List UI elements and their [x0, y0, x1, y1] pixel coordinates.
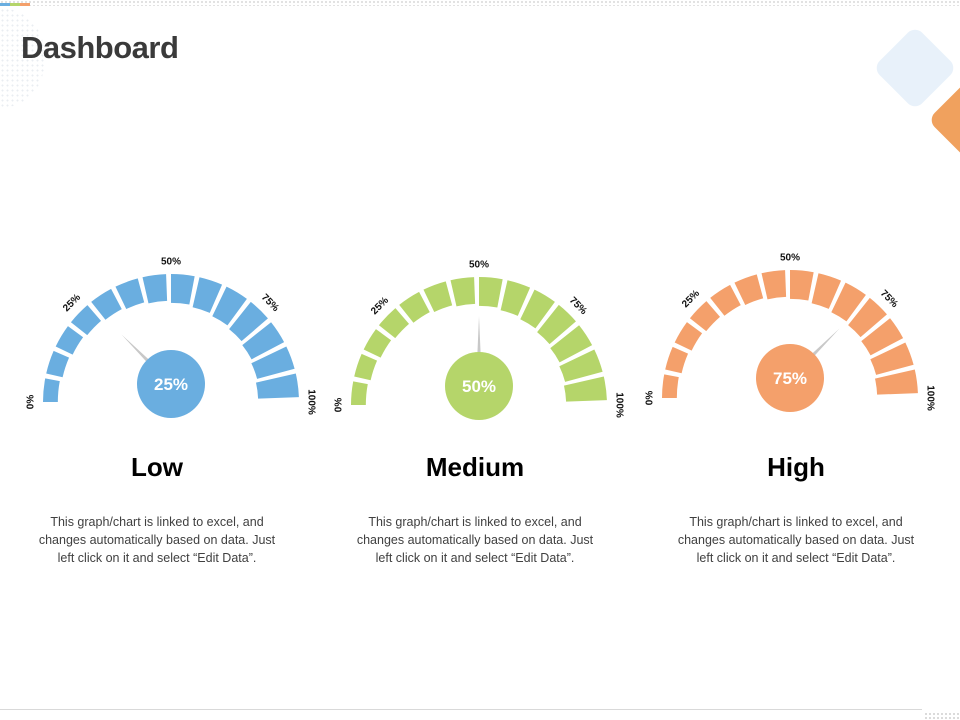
gauge-high-tick-label: 25%	[680, 288, 702, 310]
gauge-high-segment	[861, 318, 904, 356]
gauge-medium-segment	[520, 289, 555, 329]
gauge-low-segment	[70, 305, 102, 336]
gauge-low-segment	[192, 277, 223, 313]
gauge-high-tick-label: 50%	[780, 253, 800, 264]
gauge-medium-value-label: 50%	[462, 377, 496, 396]
gauge-low-segment	[212, 286, 247, 326]
level-label-medium: Medium	[425, 452, 525, 482]
gauge-medium-segment	[363, 329, 392, 358]
gauge-low-segment	[255, 373, 299, 399]
gauge-medium-segment	[351, 381, 368, 405]
gauge-medium-segment	[479, 277, 503, 308]
gauge-high-segment	[710, 284, 741, 316]
gauge-low-center	[137, 350, 205, 418]
description-low: This graph/chart is linked to excel, and…	[38, 515, 276, 565]
gauge-high-tick-label: 75%	[878, 288, 900, 310]
gauge-low-segment	[229, 301, 268, 342]
gauge-medium-segment	[563, 376, 607, 402]
level-label-high: High	[767, 452, 825, 482]
gauge-high-segment	[870, 342, 914, 375]
gauge-medium-segment	[559, 349, 603, 382]
gauge-low-value-label: 25%	[154, 375, 188, 394]
gauge-medium-segment	[550, 325, 593, 363]
top-dotted-border	[0, 0, 960, 6]
gauge-medium-segment	[354, 353, 378, 381]
gauge-medium-segment	[423, 281, 453, 313]
gauge-high-segment	[831, 282, 866, 322]
gauge-medium-center	[445, 352, 513, 420]
gauge-low-segment	[142, 274, 168, 304]
gauge-low-segment	[251, 346, 295, 379]
gauge-high-segment	[790, 270, 814, 301]
gauge-high-segment	[811, 273, 842, 309]
gauge-medium-segment	[378, 308, 410, 339]
gauge-medium-segment	[500, 280, 531, 316]
gauge-low-segment	[171, 274, 195, 305]
gauge-medium-tick-label: 0%	[334, 398, 345, 413]
top-accent-bar	[0, 3, 30, 6]
gauge-high-segment	[662, 374, 679, 398]
gauge-high-tick-label: 0%	[645, 391, 656, 406]
gauge-low-tick-label: 0%	[26, 395, 37, 410]
bottom-dot-pattern	[924, 712, 960, 720]
gauge-high-segment	[665, 346, 689, 374]
page-title: Dashboard	[21, 30, 179, 65]
description-medium: This graph/chart is linked to excel, and…	[356, 515, 594, 565]
gauge-high-segment	[734, 274, 764, 306]
level-label-low: Low	[131, 452, 183, 482]
gauge-medium-segment	[537, 304, 576, 345]
gauge-medium-segment	[399, 291, 430, 323]
gauge-high-center	[756, 344, 824, 412]
gauge-high-tick-label: 100%	[924, 385, 935, 411]
gauge-high-segment	[848, 297, 887, 338]
gauge-low-segment	[242, 322, 285, 360]
gauge-low-segment	[91, 288, 122, 320]
gauge-high-segment	[689, 301, 721, 332]
gauge-medium-tick-label: 50%	[469, 260, 489, 271]
gauge-low-segment	[43, 378, 60, 402]
gauge-medium-tick-label: 100%	[613, 392, 624, 418]
bottom-divider	[0, 709, 922, 710]
gauge-high-value-label: 75%	[773, 369, 807, 388]
gauge-low-segment	[55, 326, 84, 355]
gauge-low-segment	[115, 278, 145, 310]
gauge-low-tick-label: 50%	[161, 257, 181, 268]
gauge-medium-segment	[450, 277, 476, 307]
gauge-high-segment	[874, 369, 918, 395]
gauge-high-segment	[761, 270, 787, 300]
gauge-low-tick-label: 100%	[305, 389, 316, 415]
description-high: This graph/chart is linked to excel, and…	[677, 515, 915, 565]
gauge-low-segment	[46, 350, 70, 378]
gauge-high-segment	[674, 322, 703, 351]
